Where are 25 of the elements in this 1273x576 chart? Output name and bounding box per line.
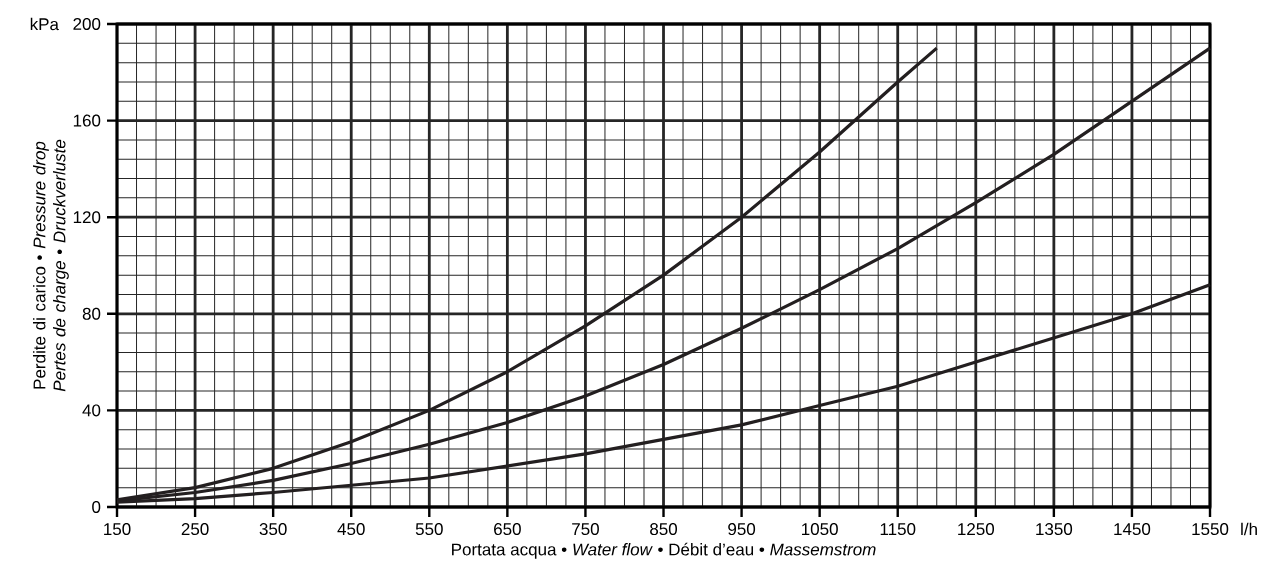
x-tick-label: 250 — [181, 523, 209, 536]
x-tick-label: 1050 — [802, 523, 838, 536]
x-tick-label: 950 — [728, 523, 756, 536]
x-tick-label: 850 — [650, 523, 678, 536]
text: kPa — [30, 17, 59, 31]
x-tick-label: 350 — [259, 523, 287, 536]
x-tick-label: 550 — [415, 523, 443, 536]
x-tick-label: 450 — [337, 523, 365, 536]
y-tick-label: 120 — [73, 211, 101, 224]
x-tick-label: 150 — [104, 523, 131, 536]
x-tick-label: 1450 — [1114, 523, 1151, 536]
x-tick-label: 1550 — [1192, 523, 1229, 536]
y-tick-label: 200 — [73, 17, 101, 30]
x-tick-label: 750 — [572, 523, 599, 536]
y-axis-title: Perdite di carico • Pressure drop Pertes de charge • Druckverluste — [32, 139, 69, 392]
y-tick-label: 40 — [82, 404, 101, 417]
x-tick-label: 1350 — [1036, 523, 1073, 536]
x-tick-label: 1250 — [958, 523, 995, 536]
y-tick-label: 0 — [92, 500, 101, 513]
y-tick-label: 80 — [82, 307, 101, 320]
x-tick-label: 650 — [494, 523, 521, 536]
y-tick-label: 160 — [73, 114, 101, 127]
x-tick-label: 1150 — [880, 523, 916, 536]
text: l/h — [1241, 522, 1257, 536]
x-axis-title: Portata acqua • Water flow • Débit d’eau • Massemstrom — [452, 542, 876, 559]
